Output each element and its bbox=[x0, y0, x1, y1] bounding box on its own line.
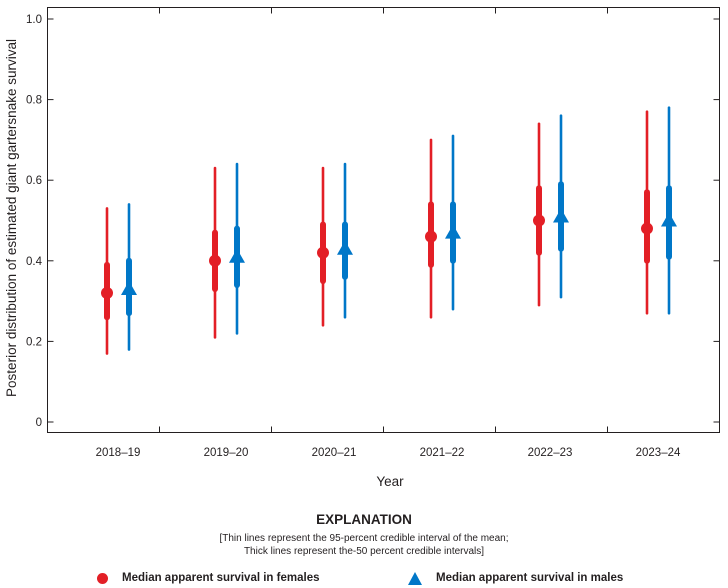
median-point bbox=[101, 287, 113, 300]
x-axis-title: Year bbox=[376, 474, 404, 489]
chart-marks bbox=[101, 106, 677, 355]
legend-female-label: Median apparent survival in females bbox=[122, 572, 320, 584]
y-tick-label: 0.6 bbox=[26, 175, 42, 187]
x-tick-label: 2022–23 bbox=[528, 447, 573, 459]
median-point bbox=[317, 246, 329, 259]
explanation-note-line1: [Thin lines represent the 95-percent cre… bbox=[219, 533, 509, 544]
median-point bbox=[229, 248, 245, 263]
median-point bbox=[425, 230, 437, 243]
y-tick-label: 0.4 bbox=[26, 256, 43, 268]
x-tick-label: 2019–20 bbox=[204, 447, 249, 459]
y-axis: 0 0.2 0.4 0.6 0.8 1.0 bbox=[26, 14, 720, 429]
median-point bbox=[641, 222, 653, 235]
legend-female-marker bbox=[97, 572, 108, 584]
plot-frame bbox=[47, 7, 720, 433]
median-point bbox=[337, 240, 353, 255]
x-tick-label: 2023–24 bbox=[636, 447, 681, 459]
y-tick-label: 0 bbox=[36, 417, 42, 429]
y-tick-label: 1.0 bbox=[26, 14, 42, 26]
legend-item-female: Median apparent survival in females bbox=[97, 570, 320, 586]
median-point bbox=[445, 224, 461, 239]
x-tick-label: 2020–21 bbox=[312, 447, 357, 459]
median-point bbox=[661, 212, 677, 227]
legend-male-marker bbox=[408, 571, 422, 585]
explanation-note-line2: Thick lines represent the-50 percent cre… bbox=[243, 546, 485, 557]
x-tick-label: 2021–22 bbox=[420, 447, 465, 459]
legend-item-male: Median apparent survival in males bbox=[408, 570, 623, 586]
median-point bbox=[533, 214, 545, 227]
y-axis-title: Posterior distribution of estimated gian… bbox=[4, 39, 19, 397]
explanation-title: EXPLANATION bbox=[316, 512, 412, 527]
median-point bbox=[209, 254, 221, 267]
median-point bbox=[121, 281, 137, 296]
legend-male-label: Median apparent survival in males bbox=[436, 572, 624, 584]
y-tick-label: 0.2 bbox=[26, 336, 42, 348]
x-tick-label: 2018–19 bbox=[96, 447, 141, 459]
x-axis: 2018–19 2019–20 2020–21 2021–22 2022–23 2023–… bbox=[47, 7, 720, 459]
median-point bbox=[553, 208, 569, 223]
survival-chart: 00.20.40.60.81.0 2018–19 2019–20 2020–21 20… bbox=[4, 7, 720, 489]
y-tick-label: 0.8 bbox=[26, 95, 42, 107]
